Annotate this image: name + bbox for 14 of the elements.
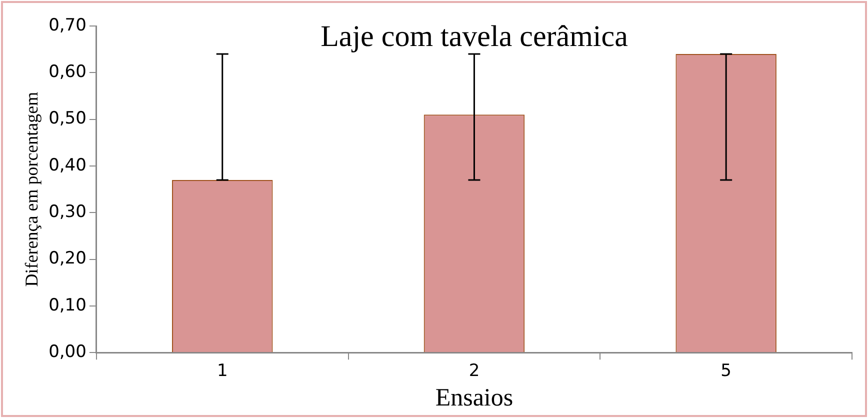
y-tick-label: 0,50 bbox=[48, 108, 86, 129]
x-tick-label: 2 bbox=[468, 361, 480, 382]
y-tick-label: 0,40 bbox=[48, 155, 86, 176]
x-axis-title: Ensaios bbox=[435, 384, 514, 412]
x-tick-label: 5 bbox=[720, 361, 732, 382]
y-tick-label: 0,00 bbox=[48, 342, 86, 362]
y-tick-label: 0,70 bbox=[48, 15, 86, 36]
x-tick-label: 1 bbox=[216, 361, 228, 382]
y-tick-label: 0,20 bbox=[48, 248, 86, 269]
y-tick-label: 0,10 bbox=[48, 295, 86, 316]
y-tick-label: 0,30 bbox=[48, 202, 86, 222]
chart-title: Laje com tavela cerâmica bbox=[320, 20, 628, 53]
y-axis-title: Diferença em porcentagem bbox=[22, 92, 42, 287]
y-tick-label: 0,60 bbox=[48, 62, 86, 82]
